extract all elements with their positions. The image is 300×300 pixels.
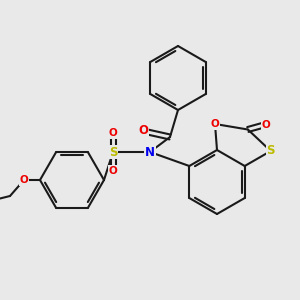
Text: O: O: [262, 119, 270, 130]
Text: O: O: [109, 128, 117, 138]
Text: S: S: [266, 145, 275, 158]
Text: N: N: [145, 146, 155, 158]
Text: O: O: [211, 119, 219, 129]
Text: O: O: [138, 124, 148, 137]
Text: S: S: [109, 146, 117, 158]
Text: O: O: [109, 166, 117, 176]
Text: O: O: [20, 175, 28, 185]
